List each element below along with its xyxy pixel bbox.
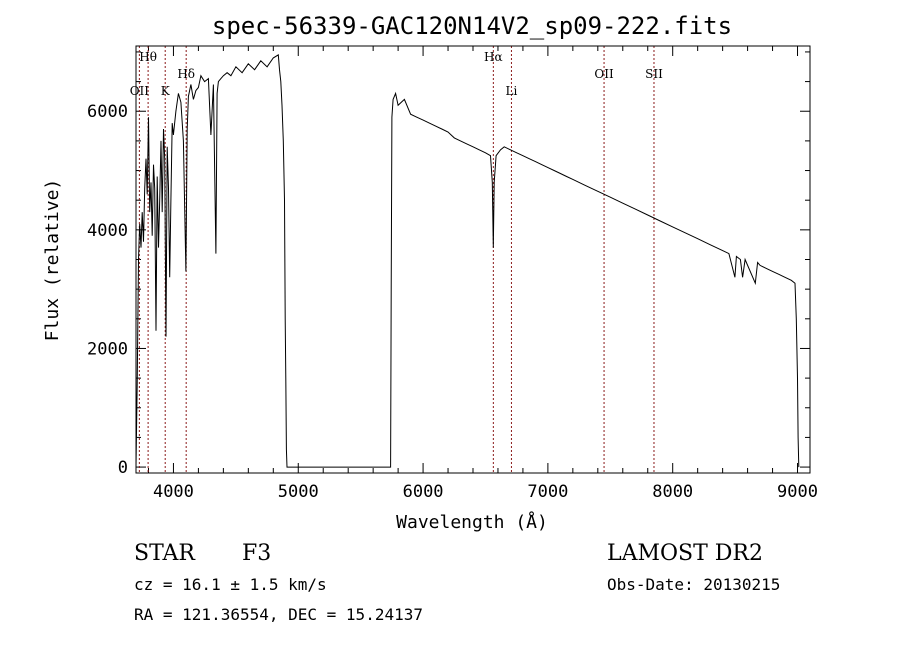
- line-marker-label: OII: [594, 67, 614, 81]
- y-tick-label: 4000: [87, 221, 128, 241]
- plot-frame: [135, 45, 811, 474]
- y-axis-label: Flux (relative): [42, 179, 63, 342]
- line-marker-label: Hθ: [139, 50, 157, 64]
- y-tick-label: 0: [118, 458, 128, 478]
- x-tick-label: 5000: [278, 482, 319, 502]
- x-tick-label: 9000: [777, 482, 818, 502]
- x-tick-label: 6000: [403, 482, 444, 502]
- line-marker-label: K: [161, 84, 171, 98]
- x-axis-label: Wavelength (Å): [396, 511, 548, 533]
- line-marker-label: OII: [130, 84, 150, 98]
- line-marker-label: Hδ: [177, 67, 195, 81]
- survey-label: LAMOST DR2: [607, 541, 763, 566]
- object-class: STAR: [134, 541, 196, 566]
- redshift-text: cz = 16.1 ± 1.5 km/s: [134, 575, 327, 594]
- spectrum-series-line: [135, 54, 800, 468]
- y-tick-label: 6000: [87, 102, 128, 122]
- x-tick-label: 4000: [153, 482, 194, 502]
- x-tick-label: 8000: [652, 482, 693, 502]
- x-tick-label: 7000: [527, 482, 568, 502]
- y-tick-label: 2000: [87, 339, 128, 359]
- line-marker-label: SII: [645, 67, 663, 81]
- obs-date-text: Obs-Date: 20130215: [607, 575, 780, 594]
- object-subclass: F3: [242, 541, 271, 566]
- chart-title: spec-56339-GAC120N14V2_sp09-222.fits: [212, 12, 732, 40]
- line-marker-label: Li: [506, 84, 518, 98]
- line-marker-label: Hα: [484, 50, 503, 64]
- coordinates-text: RA = 121.36554, DEC = 15.24137: [134, 605, 423, 624]
